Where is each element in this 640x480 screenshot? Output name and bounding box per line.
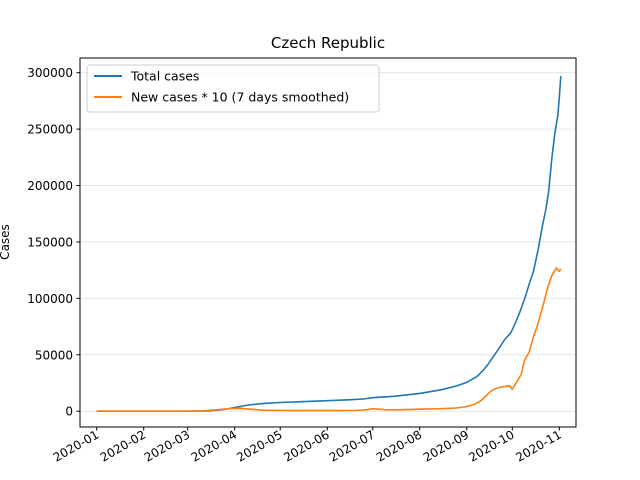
y-tick-label: 100000: [27, 292, 73, 306]
x-tick-label: 2020-01: [51, 427, 101, 464]
y-tick-label: 0: [65, 405, 73, 419]
legend-label-new-cases: New cases * 10 (7 days smoothed): [131, 90, 349, 105]
y-tick-label: 150000: [27, 235, 73, 249]
x-axis: 2020-012020-022020-032020-042020-052020-…: [51, 427, 564, 465]
x-tick-label: 2020-08: [374, 427, 424, 464]
y-axis-label: Cases: [0, 224, 12, 260]
x-tick-label: 2020-05: [234, 427, 284, 464]
x-tick-label: 2020-10: [466, 427, 516, 464]
gridlines: [80, 72, 576, 412]
chart-title: Czech Republic: [271, 34, 385, 52]
series-line-total-cases: [96, 76, 562, 412]
y-tick-label: 50000: [35, 348, 73, 362]
y-tick-label: 250000: [27, 123, 73, 137]
legend: Total cases New cases * 10 (7 days smoot…: [86, 64, 380, 113]
y-tick-label: 200000: [27, 179, 73, 193]
x-tick-label: 2020-03: [142, 427, 192, 464]
series-line-new-cases: [96, 267, 562, 412]
x-tick-label: 2020-11: [513, 427, 563, 464]
legend-label-total-cases: Total cases: [130, 69, 199, 84]
x-tick-label: 2020-04: [189, 427, 239, 464]
x-tick-label: 2020-09: [421, 427, 471, 464]
x-tick-label: 2020-06: [281, 427, 331, 464]
y-axis: 0 50000 100000 150000 200000 250000 300000: [27, 66, 80, 419]
x-tick-label: 2020-02: [98, 427, 148, 464]
x-tick-label: 2020-07: [327, 427, 377, 464]
legend-box: [86, 64, 380, 113]
plot-frame: [79, 57, 577, 428]
y-tick-label: 300000: [27, 66, 73, 80]
series-layer: [96, 76, 562, 412]
